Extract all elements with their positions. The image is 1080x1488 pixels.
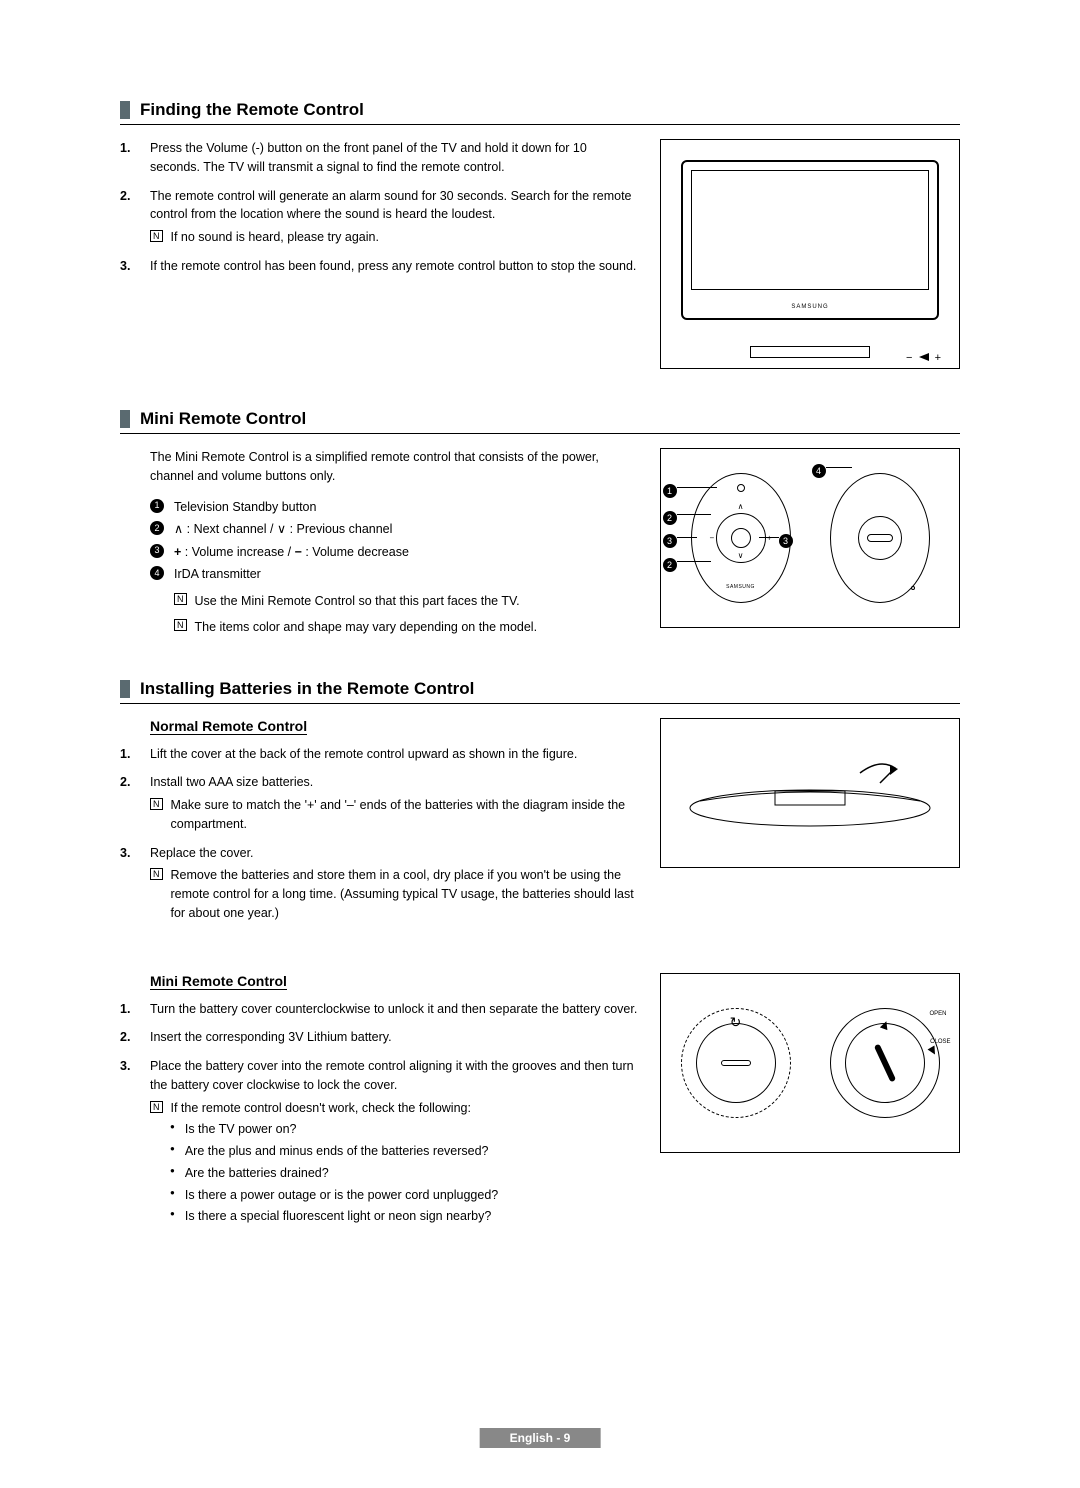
section-title: Installing Batteries in the Remote Contr…	[140, 679, 474, 699]
section3-sub1: Normal Remote Control 1. Lift the cover …	[120, 718, 960, 933]
section-title: Finding the Remote Control	[140, 100, 364, 120]
normal-remote-steps: 1. Lift the cover at the back of the rem…	[120, 745, 640, 923]
section-bar	[120, 680, 130, 698]
figure-mini-remote-battery: ↻ OPEN CLOSE	[660, 973, 960, 1153]
mini-remote-items: 1Television Standby button 2∧ : Next cha…	[120, 496, 640, 639]
section2-content: The Mini Remote Control is a simplified …	[120, 448, 960, 639]
section-header-batteries: Installing Batteries in the Remote Contr…	[120, 679, 960, 704]
section-bar	[120, 410, 130, 428]
section-title: Mini Remote Control	[140, 409, 306, 429]
remote-battery-svg	[680, 753, 940, 833]
figure-tv: SAMSUNG − +	[660, 139, 960, 369]
sub-header-mini: Mini Remote Control	[150, 973, 287, 990]
mini-remote-steps: 1. Turn the battery cover counterclockwi…	[120, 1000, 640, 1227]
section1-content: 1. Press the Volume (-) button on the fr…	[120, 139, 960, 369]
section-header-finding: Finding the Remote Control	[120, 100, 960, 125]
finding-steps: 1. Press the Volume (-) button on the fr…	[120, 139, 640, 276]
section3-sub2: Mini Remote Control 1. Turn the battery …	[120, 973, 960, 1237]
sub-header-normal: Normal Remote Control	[150, 718, 307, 735]
note-icon: N	[150, 228, 163, 247]
page-footer: English - 9	[480, 1428, 601, 1448]
section-bar	[120, 101, 130, 119]
section-header-mini: Mini Remote Control	[120, 409, 960, 434]
figure-mini-remote: ∧ ∨ − + SAMSUNG 1 2 3 2 3 4	[660, 448, 960, 628]
figure-normal-remote-battery	[660, 718, 960, 868]
